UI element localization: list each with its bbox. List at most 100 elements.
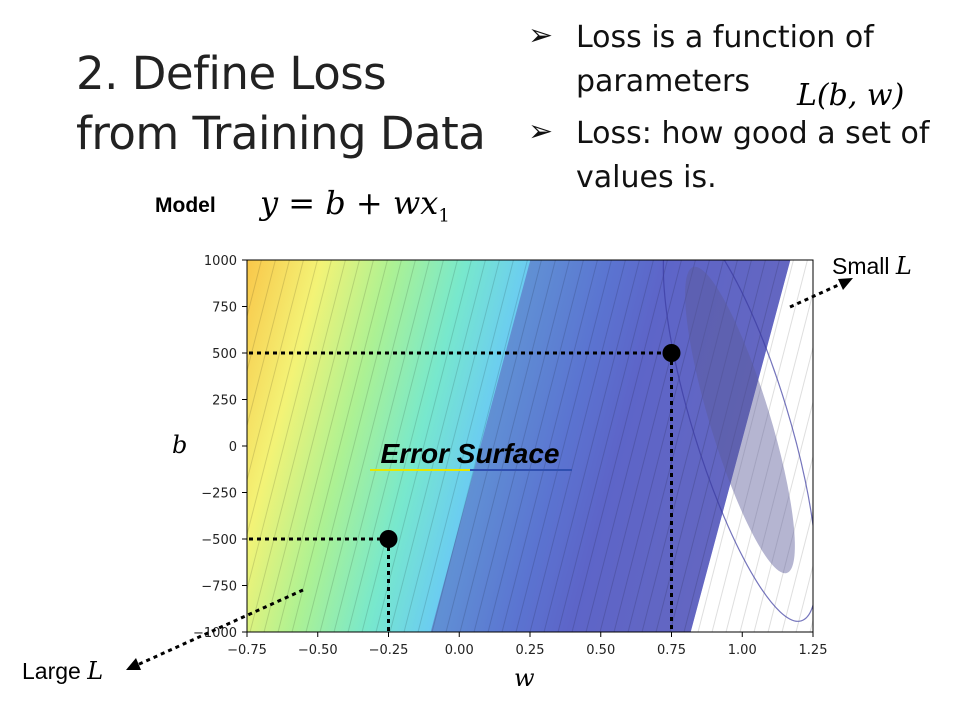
contour-line <box>683 260 780 632</box>
contour-line <box>473 260 570 632</box>
bullet-list: ➢ Loss is a function of parameters ➢ Los… <box>528 16 958 200</box>
y-tick-label: −1000 <box>193 626 237 641</box>
small-arrow-head <box>838 278 853 290</box>
plot-area <box>247 250 960 640</box>
x-tick-label: 0.25 <box>516 643 545 658</box>
y-tick-label: −500 <box>201 533 237 548</box>
contour-line <box>515 260 612 632</box>
contour-line <box>361 260 458 632</box>
contour-line <box>543 260 640 632</box>
contour-line <box>655 260 752 632</box>
contour-line <box>333 260 430 632</box>
contour-line <box>767 454 813 632</box>
model-label: Model <box>155 194 216 217</box>
small-loss-symbol: L <box>895 252 912 280</box>
bullet-1-line-1: Loss is a function of <box>576 20 874 55</box>
contour-line <box>247 260 304 483</box>
axes: −0.75 −0.50 −0.25 0.00 0.25 0.50 0.75 1.00 1.25 1… <box>193 254 827 658</box>
small-arrow-line <box>789 280 846 309</box>
contour-line <box>389 260 486 632</box>
large-loss-text: Large <box>22 658 88 684</box>
contour-line <box>431 260 528 632</box>
contour-line <box>263 260 360 632</box>
model-equation-main: y = b + wx <box>260 184 439 222</box>
contour-line <box>836 250 936 640</box>
contour-line <box>247 260 318 537</box>
large-arrow-head <box>126 658 141 670</box>
x-tick-label: 1.25 <box>799 643 828 658</box>
contour-line <box>305 260 402 632</box>
x-tick-label: −0.50 <box>298 643 338 658</box>
arrow-bullet-icon: ➢ <box>528 18 554 53</box>
points <box>379 344 681 548</box>
error-surface-label: Error Surface <box>381 438 560 469</box>
contour-line <box>403 260 500 632</box>
arrow-bullet-icon: ➢ <box>528 114 554 149</box>
contour-line <box>850 250 950 640</box>
x-tick-label: 0.00 <box>445 643 474 658</box>
title-line-2: from Training Data <box>76 107 486 160</box>
contour-line <box>892 250 960 640</box>
contour-line <box>557 260 654 632</box>
y-tick-label: 500 <box>212 347 237 362</box>
contour-line <box>599 260 696 632</box>
contour-line <box>753 400 813 632</box>
contour-line <box>864 250 960 640</box>
contour-line <box>347 260 444 632</box>
contour-line <box>739 345 813 632</box>
data-point <box>662 344 681 362</box>
small-loss-text: Small <box>832 253 896 279</box>
title-line-1: 2. Define Loss <box>76 47 387 100</box>
contour-line <box>417 260 514 632</box>
contour-line <box>247 260 276 373</box>
contour-line <box>319 260 416 632</box>
contour-line <box>627 260 724 632</box>
large-loss-label: Large L <box>22 657 103 685</box>
contour-line <box>247 260 332 592</box>
contour-line <box>529 260 626 632</box>
contour-line <box>669 260 766 632</box>
x-tick-label: 0.75 <box>657 643 686 658</box>
contour-line <box>459 260 556 632</box>
contour-line <box>711 260 808 632</box>
minimum-region <box>685 266 795 574</box>
y-tick-label: −250 <box>201 487 237 502</box>
heatmap-dark-band <box>423 260 796 632</box>
contour-line <box>697 260 794 632</box>
bullet-2-line-2: values is. <box>576 160 717 195</box>
large-arrow-line <box>134 588 304 668</box>
small-loss-label: Small L <box>832 252 912 280</box>
contour-line <box>277 260 374 632</box>
loss-function: L(b, w) <box>797 78 905 113</box>
large-loss-symbol: L <box>87 657 104 685</box>
guide-lines <box>249 351 673 633</box>
bullet-1-line-2: parameters <box>576 64 751 99</box>
x-tick-label: −0.25 <box>369 643 409 658</box>
heatmap-fill <box>247 260 796 632</box>
y-tick-label: 0 <box>229 440 237 455</box>
contour-line <box>795 563 813 632</box>
contour-line <box>249 260 346 632</box>
contour-line <box>641 260 738 632</box>
contour-lines <box>247 250 960 640</box>
y-axis-label: b <box>172 431 187 459</box>
bullet-2-line-1: Loss: how good a set of <box>576 116 930 151</box>
y-tick-label: 1000 <box>204 254 237 269</box>
x-tick-label: −0.75 <box>227 643 267 658</box>
contour-line <box>878 250 960 640</box>
x-tick-label: 0.50 <box>586 643 615 658</box>
bullet-item: ➢ Loss: how good a set of values is. <box>528 112 958 200</box>
contour-line <box>291 260 388 632</box>
x-tick-label: 1.00 <box>728 643 757 658</box>
y-tick-label: 250 <box>212 394 237 409</box>
model-equation: y = b + wx1 <box>260 184 450 226</box>
contour-line <box>247 260 290 428</box>
contour-line <box>571 260 668 632</box>
slide-title: 2. Define Loss from Training Data <box>76 44 486 164</box>
contour-line <box>725 290 813 632</box>
contour-line <box>809 618 813 632</box>
contour-line <box>781 509 813 632</box>
data-point <box>379 530 398 548</box>
model-equation-subscript: 1 <box>438 205 450 227</box>
